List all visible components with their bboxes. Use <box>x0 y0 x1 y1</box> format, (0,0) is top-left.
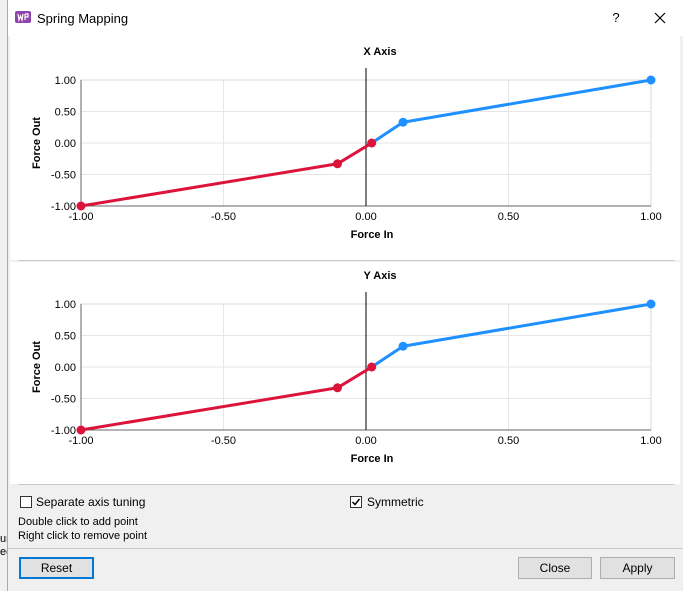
checkmark-icon <box>351 498 361 506</box>
symmetric-label[interactable]: Symmetric <box>367 495 424 509</box>
control-point[interactable] <box>398 341 408 351</box>
close-window-icon[interactable] <box>648 6 672 30</box>
y-axis-label: Force Out <box>31 341 43 393</box>
y-tick-label: 0.50 <box>55 331 76 343</box>
help-button[interactable]: ? <box>612 10 620 25</box>
x-tick-label: 0.00 <box>355 435 376 447</box>
x-tick-label: 1.00 <box>640 211 661 223</box>
control-point[interactable] <box>333 383 342 393</box>
x-axis-label: Force In <box>351 453 394 465</box>
y-tick-label: -1.00 <box>51 201 76 213</box>
y-tick-label: -1.00 <box>51 425 76 437</box>
chart-title: X Axis <box>363 46 396 58</box>
y-tick-label: 1.00 <box>55 75 76 87</box>
control-point[interactable] <box>646 299 656 309</box>
chart-title: Y Axis <box>363 270 396 282</box>
title-bar: Spring Mapping ? <box>8 0 683 36</box>
y-tick-label: -0.50 <box>51 394 76 406</box>
symmetric-checkbox[interactable] <box>350 496 362 508</box>
apply-button[interactable]: Apply <box>600 557 675 579</box>
button-separator <box>8 548 683 549</box>
close-button[interactable]: Close <box>518 557 592 579</box>
y-tick-label: 0.50 <box>55 107 76 119</box>
separate-axis-label[interactable]: Separate axis tuning <box>36 495 146 509</box>
control-point[interactable] <box>76 201 86 211</box>
reset-button[interactable]: Reset <box>19 557 94 579</box>
window-title: Spring Mapping <box>37 11 129 26</box>
options-separator <box>18 484 674 485</box>
y-tick-label: 1.00 <box>55 299 76 311</box>
control-point[interactable] <box>646 75 656 85</box>
spring-mapping-dialog: Spring Mapping ? X Axis -1.00 -0.50 0.00 0.5… <box>7 0 683 591</box>
control-point[interactable] <box>367 138 377 148</box>
x-tick-label: -1.00 <box>68 211 93 223</box>
x-tick-label: 0.50 <box>498 211 519 223</box>
x-axis-label: Force In <box>351 229 394 241</box>
background-window <box>0 0 7 591</box>
x-tick-label: 0.50 <box>498 435 519 447</box>
control-point[interactable] <box>76 425 86 435</box>
y-axis-label: Force Out <box>31 117 43 169</box>
x-axis-chart[interactable]: X Axis -1.00 -0.50 0.00 0.50 1.00 1.00 0.50 0.00… <box>10 36 680 260</box>
background-text-1: ur <box>0 533 10 545</box>
control-point[interactable] <box>367 362 377 372</box>
x-tick-label: 1.00 <box>640 435 661 447</box>
x-tick-label: -0.50 <box>211 435 236 447</box>
y-tick-label: -0.50 <box>51 170 76 182</box>
control-point[interactable] <box>333 159 342 169</box>
y-tick-label: 0.00 <box>55 362 76 374</box>
separate-axis-checkbox[interactable] <box>20 496 32 508</box>
hint-add-point: Double click to add point <box>18 516 138 528</box>
hint-remove-point: Right click to remove point <box>18 530 147 542</box>
y-axis-chart-panel: Y Axis -1.00 -0.50 0.00 0.50 1.00 1.00 0.50 0.00… <box>10 262 680 484</box>
x-tick-label: -1.00 <box>68 435 93 447</box>
x-axis-chart-panel: X Axis -1.00 -0.50 0.00 0.50 1.00 1.00 0.50 0.00… <box>10 36 680 260</box>
y-axis-chart[interactable]: Y Axis -1.00 -0.50 0.00 0.50 1.00 1.00 0.50 0.00… <box>10 262 680 484</box>
chart-separator <box>18 260 674 261</box>
y-tick-label: 0.00 <box>55 138 76 150</box>
x-tick-label: -0.50 <box>211 211 236 223</box>
control-point[interactable] <box>398 117 408 127</box>
app-icon <box>15 11 31 23</box>
x-tick-label: 0.00 <box>355 211 376 223</box>
